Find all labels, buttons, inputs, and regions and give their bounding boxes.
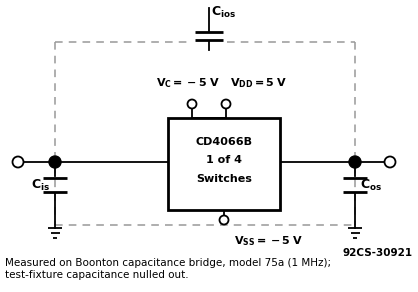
Text: $\mathbf{V_{SS}}$$\mathbf{ = -5\ V}$: $\mathbf{V_{SS}}$$\mathbf{ = -5\ V}$ bbox=[234, 234, 303, 248]
Text: Measured on Boonton capacitance bridge, model 75a (1 MHz);: Measured on Boonton capacitance bridge, … bbox=[5, 258, 331, 268]
Text: CD4066B: CD4066B bbox=[196, 137, 252, 147]
Text: $\mathbf{C_{is}}$: $\mathbf{C_{is}}$ bbox=[31, 178, 50, 192]
Text: 92CS-30921: 92CS-30921 bbox=[343, 248, 413, 258]
Text: $\mathbf{V_{DD}}$$\mathbf{ = 5\ V}$: $\mathbf{V_{DD}}$$\mathbf{ = 5\ V}$ bbox=[230, 76, 288, 90]
Circle shape bbox=[49, 156, 61, 168]
Text: $\mathbf{C_{ios}}$: $\mathbf{C_{ios}}$ bbox=[211, 5, 236, 20]
Circle shape bbox=[188, 100, 196, 109]
Circle shape bbox=[13, 157, 23, 168]
Text: $\mathbf{V_C}$$\mathbf{ = -5\ V}$: $\mathbf{V_C}$$\mathbf{ = -5\ V}$ bbox=[156, 76, 220, 90]
Circle shape bbox=[349, 156, 361, 168]
Bar bbox=[168, 118, 280, 210]
Text: Switches: Switches bbox=[196, 174, 252, 184]
Text: $\mathbf{C_{os}}$: $\mathbf{C_{os}}$ bbox=[360, 178, 382, 192]
Text: 1 of 4: 1 of 4 bbox=[206, 155, 242, 165]
Circle shape bbox=[385, 157, 395, 168]
Text: test-fixture capacitance nulled out.: test-fixture capacitance nulled out. bbox=[5, 270, 189, 280]
Circle shape bbox=[222, 100, 230, 109]
Circle shape bbox=[219, 215, 229, 225]
